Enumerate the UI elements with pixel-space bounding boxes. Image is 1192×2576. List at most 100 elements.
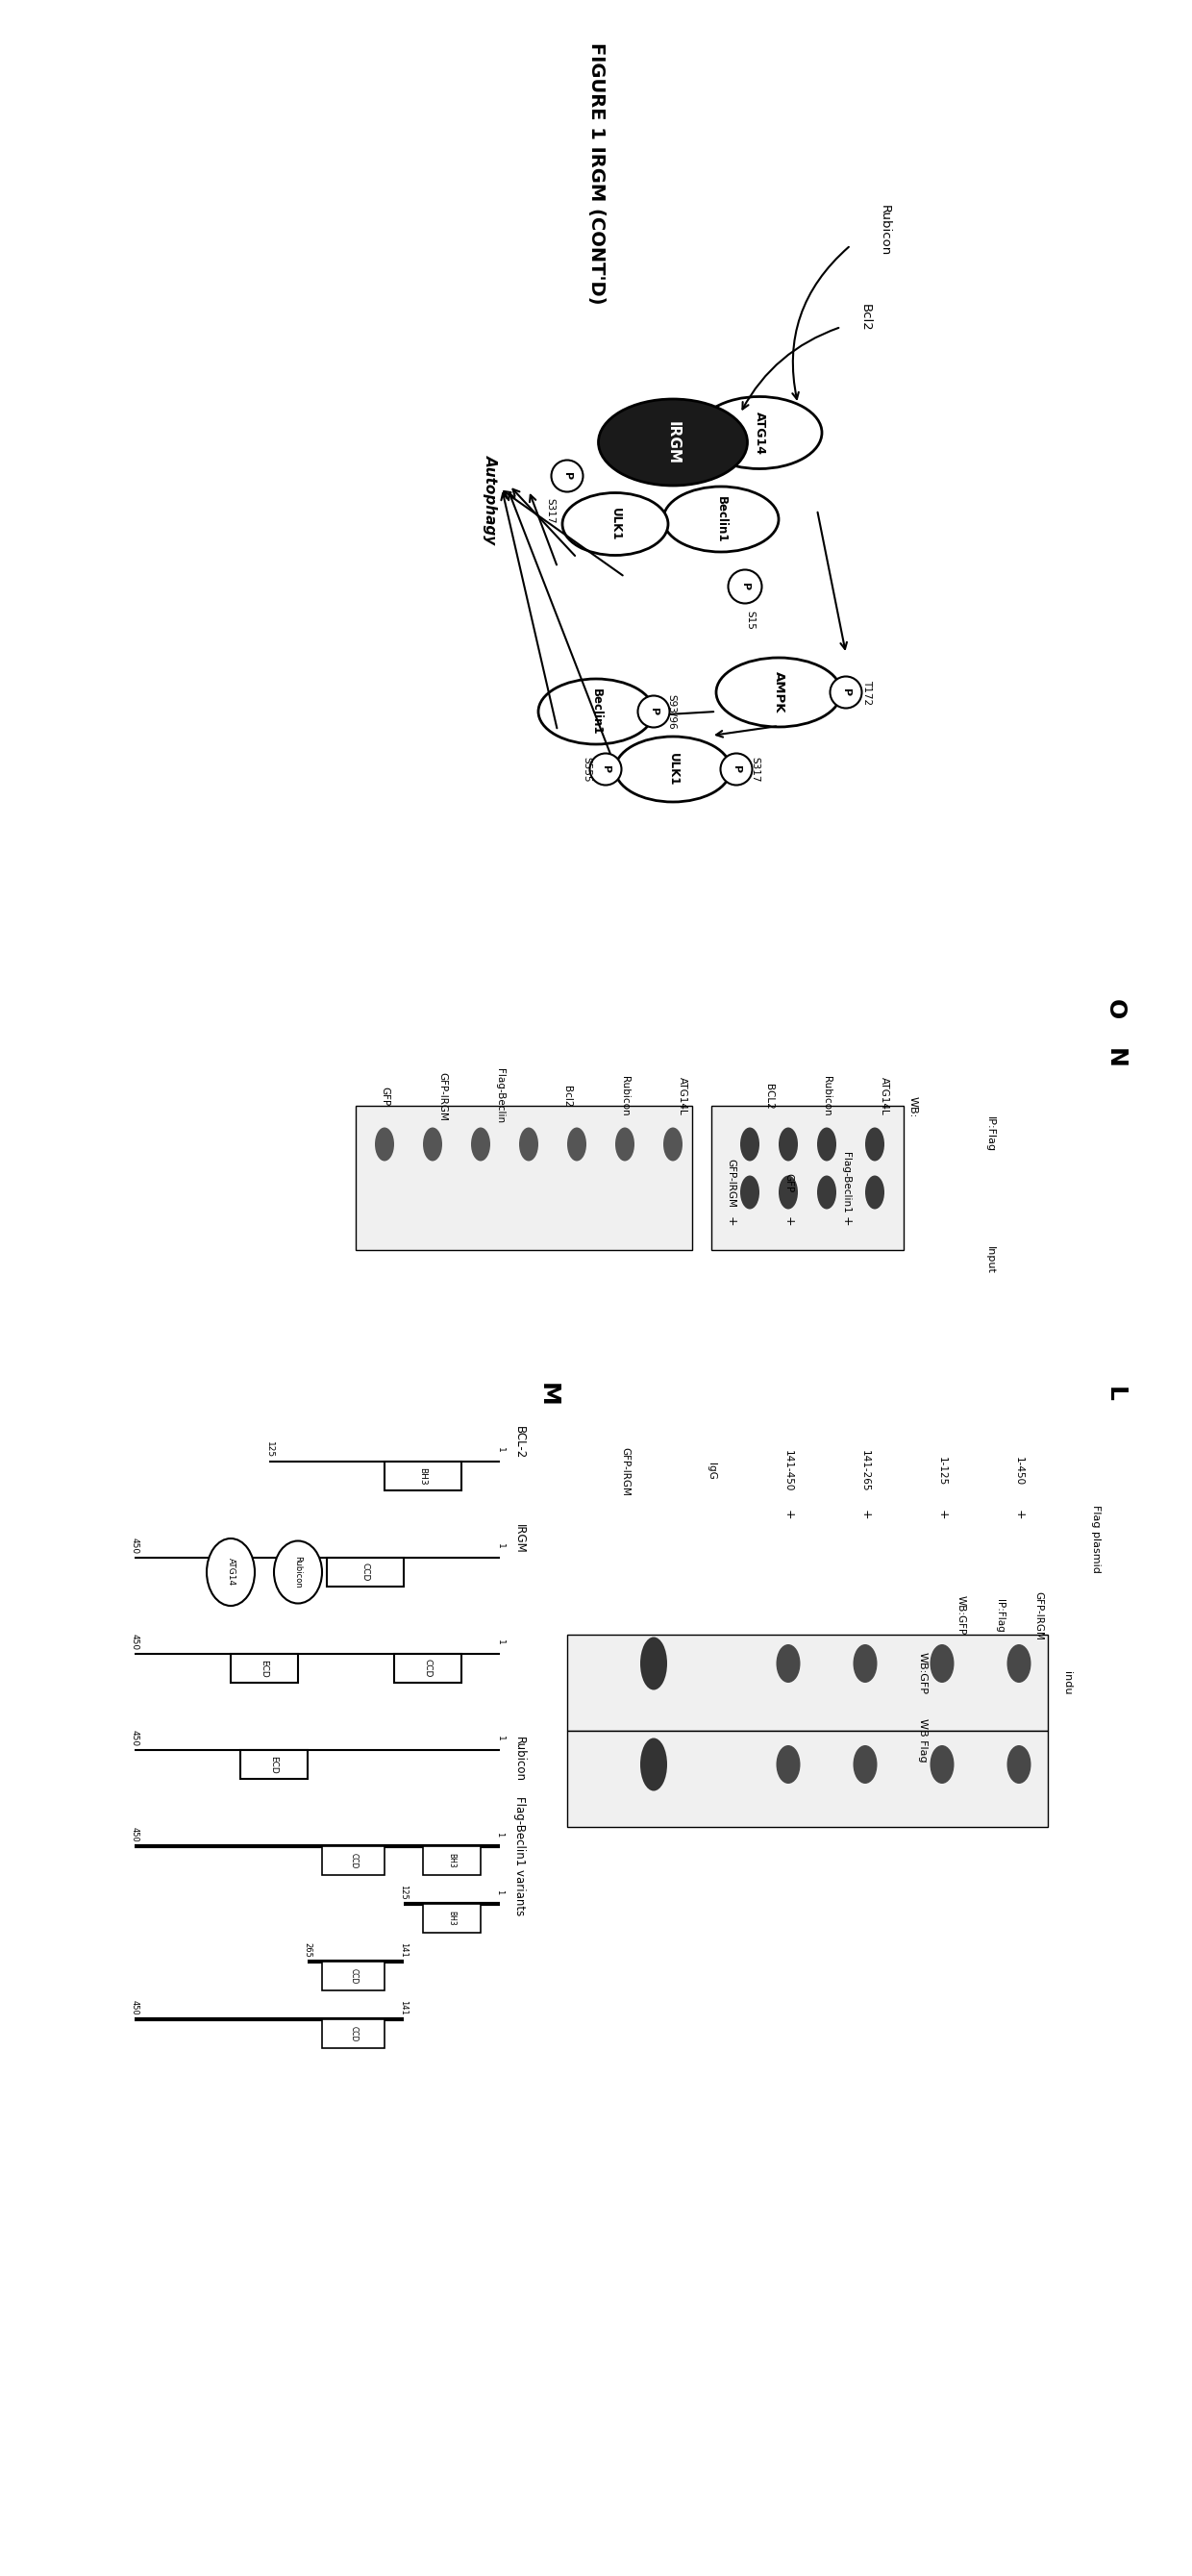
Ellipse shape	[930, 1643, 954, 1682]
Text: ATG14: ATG14	[226, 1558, 235, 1587]
Ellipse shape	[728, 569, 762, 603]
Text: Input: Input	[986, 1247, 995, 1273]
Text: ATG14: ATG14	[753, 412, 765, 453]
Text: 1-450: 1-450	[1014, 1455, 1024, 1486]
Ellipse shape	[274, 1540, 322, 1602]
Ellipse shape	[663, 1128, 683, 1162]
Ellipse shape	[930, 1744, 954, 1783]
Ellipse shape	[740, 1128, 759, 1162]
Bar	[241, 1749, 308, 1780]
Ellipse shape	[778, 1128, 797, 1162]
Ellipse shape	[663, 487, 778, 551]
Text: Flag-Beclin: Flag-Beclin	[495, 1069, 504, 1123]
Text: 1: 1	[496, 1638, 504, 1646]
Bar	[322, 1847, 385, 1875]
Ellipse shape	[615, 737, 731, 801]
Text: Autophagy: Autophagy	[483, 456, 497, 546]
Text: P: P	[732, 765, 741, 773]
Text: ECD: ECD	[260, 1659, 268, 1677]
Text: 1: 1	[496, 1832, 504, 1837]
Bar	[567, 1731, 1048, 1826]
Text: 450: 450	[130, 1633, 139, 1651]
Text: BH3: BH3	[447, 1911, 457, 1927]
Text: 141-265: 141-265	[861, 1450, 870, 1492]
Text: 450: 450	[130, 1731, 139, 1747]
Text: P: P	[648, 708, 658, 716]
Bar	[355, 1105, 693, 1249]
Ellipse shape	[551, 461, 583, 492]
Bar	[322, 2020, 385, 2048]
Text: N: N	[1104, 1048, 1126, 1066]
Text: BCL2: BCL2	[764, 1084, 774, 1110]
Text: 1: 1	[496, 1891, 504, 1896]
Text: GFP: GFP	[783, 1172, 793, 1193]
Ellipse shape	[697, 397, 822, 469]
Text: 450: 450	[130, 1999, 139, 2014]
Text: CCD: CCD	[349, 1852, 358, 1868]
Text: L: L	[1104, 1386, 1126, 1401]
Text: S93/96: S93/96	[666, 693, 676, 729]
Ellipse shape	[817, 1175, 837, 1208]
Text: CCD: CCD	[349, 1968, 358, 1984]
Text: S15: S15	[745, 611, 755, 629]
Ellipse shape	[539, 680, 653, 744]
Text: P: P	[740, 582, 750, 590]
Text: Flag-Beclin1 variants: Flag-Beclin1 variants	[513, 1795, 526, 1917]
Text: +: +	[839, 1216, 852, 1226]
Ellipse shape	[471, 1128, 490, 1162]
Text: ULK1: ULK1	[609, 507, 621, 541]
Text: WB Flag: WB Flag	[918, 1718, 927, 1762]
Ellipse shape	[865, 1128, 884, 1162]
Text: 125: 125	[265, 1443, 273, 1458]
Text: GFP-IRGM: GFP-IRGM	[437, 1072, 447, 1121]
Text: 141: 141	[399, 1999, 408, 2014]
Ellipse shape	[853, 1643, 877, 1682]
Ellipse shape	[720, 752, 752, 786]
Ellipse shape	[776, 1643, 800, 1682]
Text: IP:Flag: IP:Flag	[986, 1118, 995, 1151]
Text: WB:GFP: WB:GFP	[918, 1651, 927, 1695]
Text: indu: indu	[1062, 1672, 1072, 1695]
Text: 450: 450	[130, 1826, 139, 1842]
Text: ULK1: ULK1	[666, 752, 679, 786]
Ellipse shape	[740, 1175, 759, 1208]
Text: IP:Flag: IP:Flag	[995, 1600, 1005, 1633]
Text: +: +	[936, 1510, 949, 1520]
Text: IRGM: IRGM	[513, 1522, 526, 1553]
Ellipse shape	[567, 1128, 586, 1162]
Text: S317: S317	[750, 757, 759, 783]
Text: +: +	[859, 1510, 871, 1520]
Text: IgG: IgG	[707, 1463, 716, 1479]
Ellipse shape	[778, 1175, 797, 1208]
Text: 141-450: 141-450	[783, 1450, 793, 1492]
Bar	[385, 1461, 461, 1492]
Ellipse shape	[1007, 1643, 1031, 1682]
Text: ATG14L: ATG14L	[880, 1077, 889, 1115]
Text: Flag-Beclin1: Flag-Beclin1	[842, 1151, 851, 1213]
Text: +: +	[725, 1216, 737, 1226]
Text: Rubicon: Rubicon	[513, 1736, 526, 1783]
Text: Bcl2: Bcl2	[859, 304, 871, 332]
Ellipse shape	[206, 1538, 255, 1605]
Text: GFP-IRGM: GFP-IRGM	[1033, 1592, 1043, 1641]
Text: P: P	[563, 471, 572, 479]
Text: Bcl2: Bcl2	[563, 1084, 572, 1108]
Bar	[322, 1960, 385, 1991]
Bar	[567, 1636, 1048, 1731]
Text: BCL-2: BCL-2	[513, 1427, 526, 1458]
Text: WB:GFP: WB:GFP	[956, 1595, 966, 1636]
Ellipse shape	[375, 1128, 395, 1162]
Text: 450: 450	[130, 1538, 139, 1553]
Text: 1: 1	[496, 1736, 504, 1741]
Text: +: +	[782, 1216, 795, 1226]
Ellipse shape	[1007, 1744, 1031, 1783]
Ellipse shape	[598, 399, 747, 487]
Ellipse shape	[519, 1128, 539, 1162]
Text: P: P	[601, 765, 610, 773]
Ellipse shape	[615, 1128, 634, 1162]
Text: M: M	[536, 1383, 559, 1406]
Text: +: +	[782, 1510, 795, 1520]
Text: P: P	[842, 688, 851, 696]
Text: 141: 141	[399, 1942, 408, 1958]
Bar	[712, 1105, 904, 1249]
